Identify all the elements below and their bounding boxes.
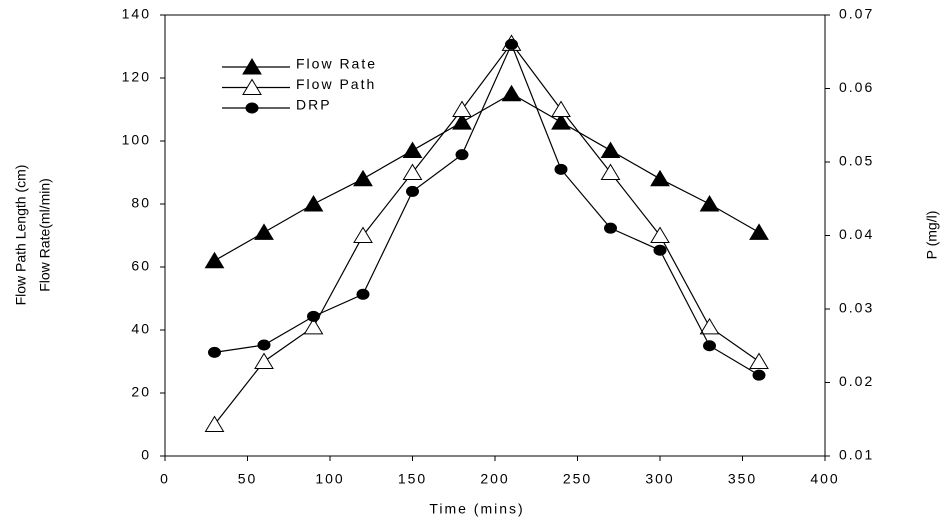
point — [406, 185, 419, 197]
point — [455, 149, 469, 161]
y-tick-label: 20 — [131, 384, 151, 400]
point — [752, 369, 766, 381]
legend-marker — [245, 102, 259, 114]
legend-label: DRP — [296, 97, 332, 113]
legend-label: Flow Rate — [296, 56, 377, 72]
point — [604, 222, 617, 234]
y2-tick-label: 0.02 — [839, 373, 874, 389]
point — [749, 223, 769, 240]
y2-tick-label: 0.04 — [839, 226, 874, 242]
y2-tick-label: 0.03 — [839, 300, 874, 316]
series-line — [214, 42, 760, 376]
point — [356, 288, 370, 300]
y-tick-label: 140 — [122, 6, 151, 22]
point — [650, 169, 670, 187]
point — [254, 223, 274, 240]
y-axis-label: Flow Path Length (cm) — [13, 165, 29, 306]
point — [653, 244, 667, 256]
x-tick-label: 300 — [645, 471, 674, 487]
point — [452, 113, 472, 130]
y2-axis-label: P (mg/l) — [924, 211, 940, 260]
point — [551, 100, 571, 117]
point — [650, 226, 670, 243]
point — [303, 317, 324, 335]
y2-tick-label: 0.01 — [839, 447, 874, 463]
y2-tick-label: 0.06 — [839, 79, 874, 95]
y2-tick-label: 0.05 — [839, 153, 874, 169]
point — [501, 84, 522, 102]
point — [204, 251, 225, 269]
point — [402, 163, 423, 180]
point — [353, 226, 373, 243]
x-tick-label: 200 — [480, 471, 509, 487]
x-axis-label: Time (mins) — [429, 501, 524, 517]
x-tick-label: 350 — [728, 471, 757, 487]
x-tick-label: 50 — [238, 471, 258, 487]
point — [505, 38, 518, 50]
point — [554, 163, 568, 175]
point — [303, 195, 324, 212]
point — [699, 195, 720, 212]
series-line — [214, 93, 760, 262]
y-tick-label: 80 — [131, 195, 151, 211]
point — [307, 310, 320, 322]
y-tick-label: 100 — [122, 132, 151, 148]
point — [208, 346, 221, 358]
y-tick-label: 40 — [131, 321, 151, 337]
y-tick-label: 120 — [122, 69, 151, 85]
y-tick-label: 0 — [141, 447, 151, 463]
point — [703, 340, 716, 352]
y2-tick-label: 0.07 — [839, 6, 874, 22]
point — [353, 169, 373, 187]
point — [600, 141, 621, 158]
point — [551, 113, 571, 130]
x-tick-label: 100 — [315, 471, 344, 487]
point — [452, 100, 472, 117]
point — [699, 317, 720, 335]
point — [600, 163, 621, 180]
x-tick-label: 0 — [160, 471, 170, 487]
point — [204, 415, 225, 432]
y-tick-label: 60 — [131, 258, 151, 274]
x-tick-label: 150 — [398, 471, 427, 487]
legend-marker — [242, 58, 262, 75]
point — [257, 339, 271, 351]
x-tick-label: 400 — [810, 471, 839, 487]
legend-label: Flow Path — [296, 76, 376, 92]
x-tick-label: 250 — [563, 471, 592, 487]
point — [254, 352, 274, 369]
y-axis-label: Flow Rate(ml/min) — [37, 178, 53, 292]
point — [749, 352, 769, 369]
legend-marker — [242, 78, 262, 95]
point — [402, 141, 423, 158]
